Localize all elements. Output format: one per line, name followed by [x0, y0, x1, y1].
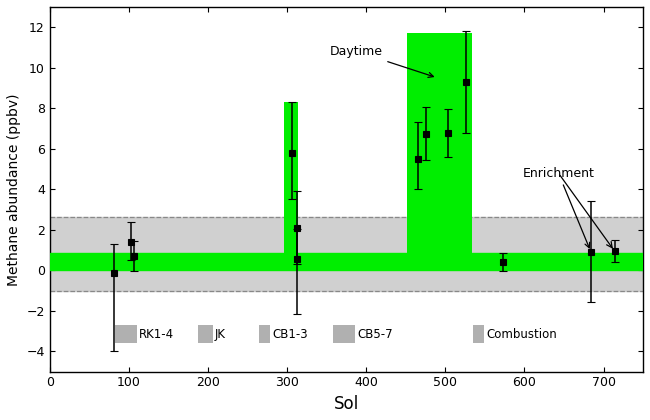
- Bar: [50, 217, 643, 291]
- Bar: [198, 325, 213, 343]
- Bar: [408, 33, 472, 270]
- Bar: [50, 253, 643, 270]
- X-axis label: Sol: Sol: [333, 395, 359, 413]
- Bar: [259, 325, 270, 343]
- Text: Daytime: Daytime: [330, 45, 434, 77]
- Text: RK1-4: RK1-4: [139, 328, 174, 341]
- Text: JK: JK: [215, 328, 226, 341]
- Bar: [284, 102, 298, 270]
- Text: CB1-3: CB1-3: [273, 328, 309, 341]
- Bar: [473, 325, 484, 343]
- Text: CB5-7: CB5-7: [358, 328, 393, 341]
- Bar: [333, 325, 355, 343]
- Text: Combustion: Combustion: [486, 328, 557, 341]
- Bar: [114, 325, 136, 343]
- Text: Enrichment: Enrichment: [523, 167, 594, 248]
- Y-axis label: Methane abundance (ppbv): Methane abundance (ppbv): [7, 93, 21, 286]
